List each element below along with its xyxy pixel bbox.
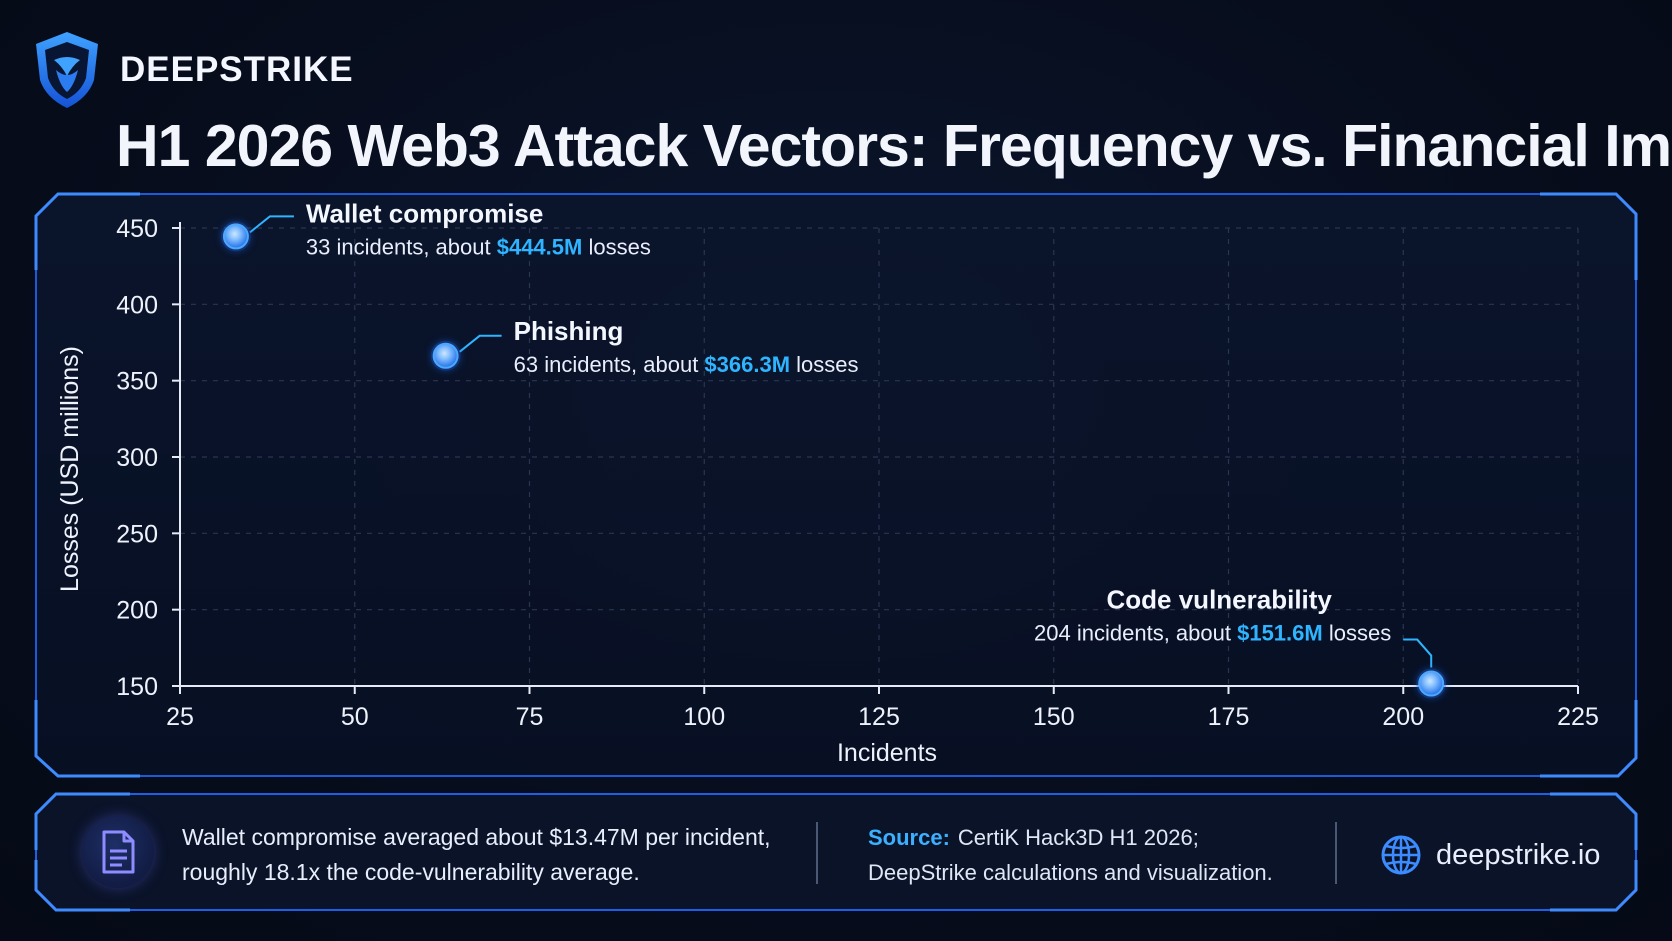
x-tick-label: 200 bbox=[1382, 703, 1424, 731]
point-detail-value: $366.3M bbox=[704, 352, 790, 377]
point-detail-label: 63 incidents, about $366.3M losses bbox=[514, 352, 859, 377]
brand-name: DEEPSTRIKE bbox=[120, 50, 354, 89]
point-detail-suffix: losses bbox=[1323, 621, 1391, 646]
x-tick-label: 25 bbox=[166, 703, 194, 731]
x-tick-label: 50 bbox=[341, 703, 369, 731]
brand: DEEPSTRIKE bbox=[32, 30, 354, 110]
y-tick-label: 250 bbox=[116, 520, 158, 548]
footer-source: Source: CertiK Hack3D H1 2026; DeepStrike… bbox=[868, 820, 1308, 890]
shield-logo-icon bbox=[36, 32, 98, 108]
x-tick-label: 125 bbox=[858, 703, 900, 731]
point-detail-prefix: 204 incidents, about bbox=[1034, 621, 1237, 646]
data-point bbox=[1418, 670, 1445, 697]
point-leader-line bbox=[249, 215, 294, 234]
point-detail-value: $444.5M bbox=[497, 234, 583, 259]
source-line: DeepStrike calculations and visualizatio… bbox=[868, 860, 1273, 885]
point-detail-prefix: 63 incidents, about bbox=[514, 352, 705, 377]
x-tick-label: 75 bbox=[516, 703, 544, 731]
document-badge bbox=[82, 816, 154, 888]
source-line: CertiK Hack3D H1 2026; bbox=[957, 825, 1199, 850]
point-detail-label: 204 incidents, about $151.6M losses bbox=[1034, 621, 1391, 646]
x-axis-label: Incidents bbox=[837, 739, 937, 767]
y-tick-label: 350 bbox=[116, 368, 158, 396]
y-tick-label: 450 bbox=[116, 215, 158, 243]
point-name-label: Wallet compromise bbox=[306, 198, 543, 228]
chart-title: H1 2026 Web3 Attack Vectors: Frequency v… bbox=[116, 113, 1672, 179]
x-tick-label: 175 bbox=[1208, 703, 1250, 731]
point-detail-prefix: 33 incidents, about bbox=[306, 234, 497, 259]
x-tick-label: 100 bbox=[683, 703, 725, 731]
point-detail-value: $151.6M bbox=[1237, 621, 1323, 646]
point-detail-suffix: losses bbox=[790, 352, 858, 377]
point-name-label: Phishing bbox=[514, 316, 624, 346]
y-tick-label: 200 bbox=[116, 597, 158, 625]
point-leader-line bbox=[1403, 638, 1433, 668]
site-link[interactable]: deepstrike.io bbox=[1380, 834, 1600, 876]
y-tick-label: 150 bbox=[116, 673, 158, 701]
globe-icon bbox=[1381, 835, 1421, 875]
point-detail-suffix: losses bbox=[582, 234, 650, 259]
point-detail-label: 33 incidents, about $444.5M losses bbox=[306, 234, 651, 259]
y-axis-label: Losses (USD millions) bbox=[56, 346, 84, 592]
footer-note-line: Wallet compromise averaged about $13.47M… bbox=[182, 824, 771, 850]
x-tick-label: 150 bbox=[1033, 703, 1075, 731]
x-tick-label: 225 bbox=[1557, 703, 1599, 731]
y-tick-label: 300 bbox=[116, 444, 158, 472]
site-url[interactable]: deepstrike.io bbox=[1436, 838, 1601, 871]
point-name-label: Code vulnerability bbox=[1107, 585, 1333, 615]
source-label: Source: bbox=[868, 825, 950, 850]
y-tick-label: 400 bbox=[116, 291, 158, 319]
footer-note: Wallet compromise averaged about $13.47M… bbox=[182, 820, 802, 890]
data-point bbox=[432, 342, 459, 369]
data-point bbox=[222, 223, 249, 250]
document-icon bbox=[102, 830, 135, 874]
footer-note-line: roughly 18.1x the code-vulnerability ave… bbox=[182, 859, 640, 885]
point-leader-line bbox=[458, 334, 502, 353]
